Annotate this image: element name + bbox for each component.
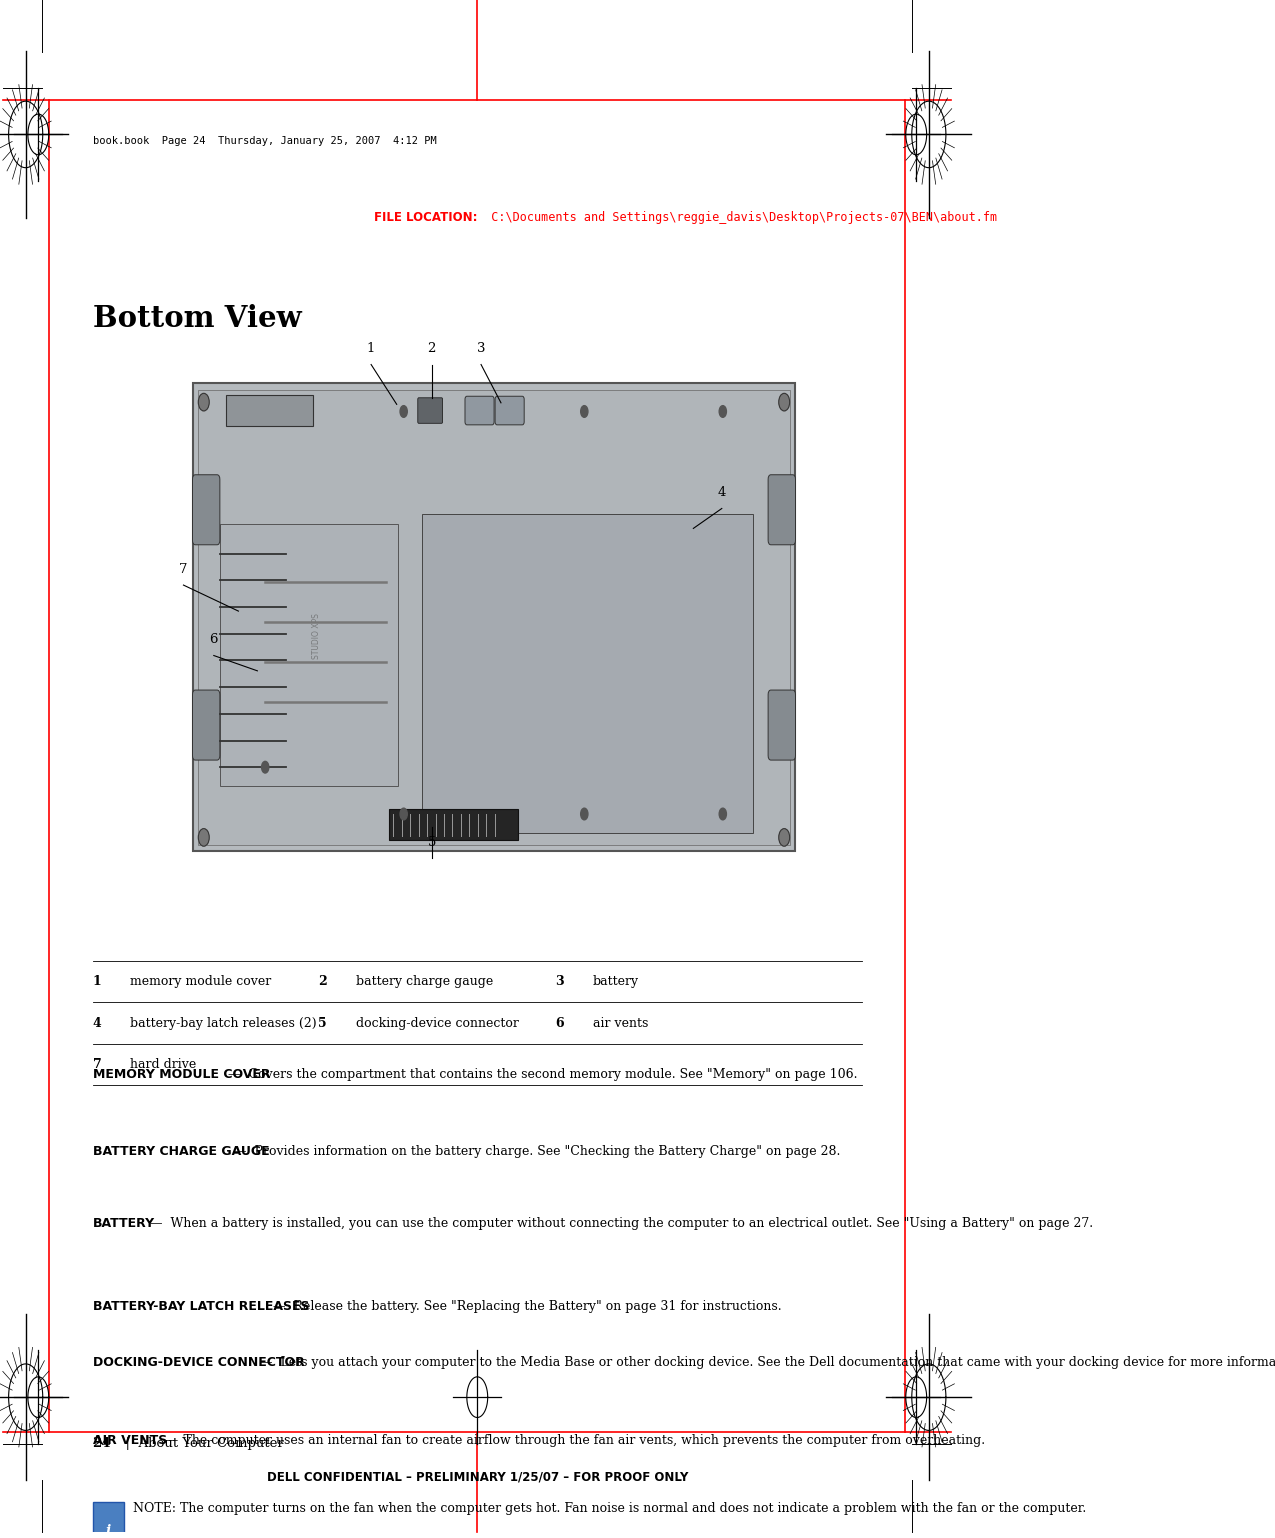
Text: Bottom View: Bottom View xyxy=(93,303,301,332)
FancyBboxPatch shape xyxy=(193,475,219,544)
Text: book.book  Page 24  Thursday, January 25, 2007  4:12 PM: book.book Page 24 Thursday, January 25, … xyxy=(93,137,436,146)
FancyBboxPatch shape xyxy=(389,809,518,840)
Circle shape xyxy=(400,807,407,820)
Text: 6: 6 xyxy=(209,634,218,646)
Text: 4: 4 xyxy=(93,1017,101,1029)
Text: 6: 6 xyxy=(555,1017,564,1029)
Text: battery-bay latch releases (2): battery-bay latch releases (2) xyxy=(130,1017,317,1029)
FancyBboxPatch shape xyxy=(768,475,796,544)
Circle shape xyxy=(719,406,727,417)
Text: BATTERY-BAY LATCH RELEASES: BATTERY-BAY LATCH RELEASES xyxy=(93,1300,309,1312)
Text: |  About Your Computer: | About Your Computer xyxy=(117,1438,284,1450)
FancyBboxPatch shape xyxy=(198,389,790,846)
Text: docking-device connector: docking-device connector xyxy=(356,1017,519,1029)
Text: —  Release the battery. See "Replacing the Battery" on page 31 for instructions.: — Release the battery. See "Replacing th… xyxy=(269,1300,782,1312)
Circle shape xyxy=(400,406,407,417)
Text: 2: 2 xyxy=(427,343,436,355)
Circle shape xyxy=(779,829,789,846)
FancyBboxPatch shape xyxy=(221,524,398,786)
Text: memory module cover: memory module cover xyxy=(130,975,272,987)
FancyBboxPatch shape xyxy=(495,397,524,424)
Text: BATTERY: BATTERY xyxy=(93,1217,154,1230)
Circle shape xyxy=(719,807,727,820)
Text: 2: 2 xyxy=(319,975,326,987)
Text: 7: 7 xyxy=(180,563,187,575)
Text: DELL CONFIDENTIAL – PRELIMINARY 1/25/07 – FOR PROOF ONLY: DELL CONFIDENTIAL – PRELIMINARY 1/25/07 … xyxy=(266,1470,688,1483)
Text: DOCKING-DEVICE CONNECTOR: DOCKING-DEVICE CONNECTOR xyxy=(93,1357,305,1369)
Text: 24: 24 xyxy=(93,1438,111,1450)
Text: STUDIO XPS: STUDIO XPS xyxy=(312,614,321,660)
Text: hard drive: hard drive xyxy=(130,1058,196,1070)
Text: 7: 7 xyxy=(93,1058,101,1070)
Text: 3: 3 xyxy=(555,975,564,987)
Text: 1: 1 xyxy=(93,975,101,987)
FancyBboxPatch shape xyxy=(93,1501,124,1538)
Text: 5: 5 xyxy=(427,835,436,849)
Text: 5: 5 xyxy=(319,1017,326,1029)
Circle shape xyxy=(261,761,269,774)
Circle shape xyxy=(779,394,789,411)
FancyBboxPatch shape xyxy=(465,397,495,424)
Text: —  When a battery is installed, you can use the computer without connecting the : — When a battery is installed, you can u… xyxy=(145,1217,1093,1230)
Text: —  Provides information on the battery charge. See "Checking the Battery Charge": — Provides information on the battery ch… xyxy=(230,1146,840,1158)
Text: NOTE: The computer turns on the fan when the computer gets hot. Fan noise is nor: NOTE: The computer turns on the fan when… xyxy=(134,1501,1086,1515)
FancyBboxPatch shape xyxy=(768,691,796,760)
Text: i: i xyxy=(106,1524,111,1538)
Text: AIR VENTS: AIR VENTS xyxy=(93,1433,167,1447)
Circle shape xyxy=(580,406,588,417)
Text: BATTERY CHARGE GAUGE: BATTERY CHARGE GAUGE xyxy=(93,1146,269,1158)
Text: battery charge gauge: battery charge gauge xyxy=(356,975,493,987)
FancyBboxPatch shape xyxy=(422,514,754,832)
FancyBboxPatch shape xyxy=(193,691,219,760)
FancyBboxPatch shape xyxy=(193,383,796,852)
Text: —  Lets you attach your computer to the Media Base or other docking device. See : — Lets you attach your computer to the M… xyxy=(256,1357,1275,1369)
Text: —  Covers the compartment that contains the second memory module. See "Memory" o: — Covers the compartment that contains t… xyxy=(223,1067,857,1081)
Text: 1: 1 xyxy=(367,343,375,355)
Text: 4: 4 xyxy=(718,486,725,500)
FancyBboxPatch shape xyxy=(418,398,442,423)
Text: —  The computer uses an internal fan to create airflow through the fan air vents: — The computer uses an internal fan to c… xyxy=(158,1433,984,1447)
Circle shape xyxy=(199,829,209,846)
FancyBboxPatch shape xyxy=(226,395,314,426)
Text: battery: battery xyxy=(593,975,639,987)
Text: MEMORY MODULE COVER: MEMORY MODULE COVER xyxy=(93,1067,270,1081)
Text: FILE LOCATION:: FILE LOCATION: xyxy=(374,211,477,223)
Circle shape xyxy=(580,807,588,820)
Circle shape xyxy=(199,394,209,411)
Text: C:\Documents and Settings\reggie_davis\Desktop\Projects-07\BEN\about.fm: C:\Documents and Settings\reggie_davis\D… xyxy=(477,211,997,223)
Text: 3: 3 xyxy=(477,343,486,355)
Text: air vents: air vents xyxy=(593,1017,649,1029)
